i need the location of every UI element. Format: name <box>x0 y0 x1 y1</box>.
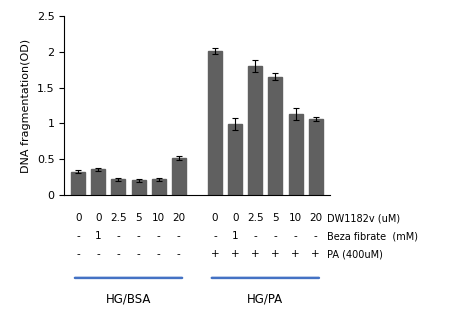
Text: -: - <box>136 249 141 259</box>
Bar <box>289 114 303 195</box>
Bar <box>248 66 262 195</box>
Text: 2.5: 2.5 <box>110 213 127 223</box>
Text: HG/BSA: HG/BSA <box>106 292 151 305</box>
Text: -: - <box>157 249 161 259</box>
Text: -: - <box>253 231 257 241</box>
Text: 10: 10 <box>289 213 302 223</box>
Text: 2.5: 2.5 <box>247 213 264 223</box>
Text: -: - <box>76 249 80 259</box>
Text: 20: 20 <box>309 213 322 223</box>
Text: 10: 10 <box>152 213 165 223</box>
Text: Beza fibrate  (mM): Beza fibrate (mM) <box>327 231 418 241</box>
Text: +: + <box>291 249 300 259</box>
Text: 1: 1 <box>232 231 239 241</box>
Text: -: - <box>117 231 120 241</box>
Text: -: - <box>117 249 120 259</box>
Text: 1: 1 <box>95 231 102 241</box>
Bar <box>268 77 283 195</box>
Text: PA (400uM): PA (400uM) <box>327 249 382 259</box>
Text: -: - <box>177 231 181 241</box>
Bar <box>208 51 222 195</box>
Text: -: - <box>136 231 141 241</box>
Y-axis label: DNA fragmentation(OD): DNA fragmentation(OD) <box>21 38 31 173</box>
Text: +: + <box>271 249 280 259</box>
Text: -: - <box>213 231 217 241</box>
Bar <box>111 180 125 195</box>
Bar <box>71 172 85 195</box>
Bar <box>91 169 105 195</box>
Text: 0: 0 <box>232 213 239 223</box>
Bar <box>152 180 166 195</box>
Text: +: + <box>231 249 240 259</box>
Text: -: - <box>314 231 317 241</box>
Bar <box>172 158 186 195</box>
Text: 5: 5 <box>135 213 142 223</box>
Text: 20: 20 <box>172 213 185 223</box>
Bar <box>228 124 242 195</box>
Text: 5: 5 <box>272 213 279 223</box>
Text: +: + <box>211 249 219 259</box>
Text: -: - <box>177 249 181 259</box>
Text: 0: 0 <box>75 213 82 223</box>
Text: HG/PA: HG/PA <box>247 292 284 305</box>
Text: +: + <box>251 249 260 259</box>
Text: -: - <box>97 249 100 259</box>
Text: 0: 0 <box>95 213 102 223</box>
Text: -: - <box>273 231 277 241</box>
Text: -: - <box>76 231 80 241</box>
Bar <box>131 180 146 195</box>
Text: DW1182v (uM): DW1182v (uM) <box>327 213 400 223</box>
Text: -: - <box>157 231 161 241</box>
Bar <box>309 119 323 195</box>
Text: -: - <box>294 231 297 241</box>
Text: 0: 0 <box>212 213 218 223</box>
Text: +: + <box>311 249 320 259</box>
